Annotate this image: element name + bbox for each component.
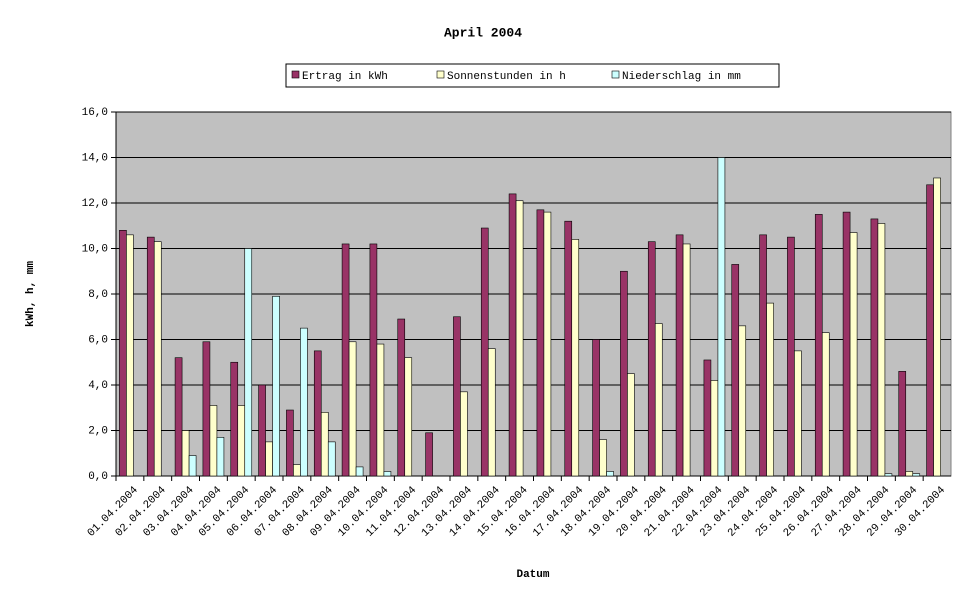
bar — [265, 441, 273, 477]
bar — [599, 439, 607, 477]
bar — [821, 332, 830, 477]
bar — [348, 341, 357, 477]
bar — [717, 157, 726, 477]
bar — [926, 184, 934, 477]
bar — [300, 327, 308, 477]
legend-swatch — [291, 70, 300, 79]
bar — [536, 209, 545, 477]
y-tick-label: 6,0 — [88, 334, 108, 346]
bar — [898, 371, 907, 477]
bar — [759, 234, 767, 477]
y-tick-label: 0,0 — [88, 471, 108, 483]
bar — [654, 323, 663, 477]
bar — [258, 384, 266, 477]
bar — [647, 241, 656, 477]
y-tick-label: 8,0 — [88, 289, 108, 301]
bar — [383, 471, 392, 477]
bar — [272, 295, 280, 477]
bar — [515, 200, 524, 477]
bar — [508, 193, 517, 477]
bar — [216, 437, 225, 477]
bar — [703, 359, 712, 477]
bar — [912, 473, 921, 477]
bar — [153, 241, 162, 477]
bar — [460, 391, 468, 477]
bar — [230, 361, 239, 477]
legend-box — [285, 63, 780, 88]
bar — [738, 325, 747, 477]
legend-label: Sonnenstunden in h — [447, 71, 566, 83]
bar — [126, 234, 134, 477]
bar — [606, 471, 614, 477]
bar — [188, 455, 197, 477]
bar — [480, 227, 489, 477]
bar — [884, 473, 893, 477]
y-tick-label: 16,0 — [82, 107, 108, 119]
bar — [543, 211, 552, 477]
bar — [174, 357, 183, 477]
bar — [355, 466, 364, 477]
bar — [202, 341, 211, 477]
bar — [675, 234, 684, 477]
bar — [237, 405, 246, 477]
bar — [286, 409, 294, 477]
bar — [369, 243, 378, 477]
bar — [327, 441, 336, 477]
bar — [341, 243, 350, 477]
bar — [627, 373, 635, 477]
bar — [787, 236, 795, 477]
bar — [682, 243, 691, 477]
legend-label: Niederschlag in mm — [622, 71, 741, 83]
bar — [181, 430, 190, 477]
bar — [592, 339, 600, 477]
bar — [870, 218, 879, 477]
bar — [209, 405, 218, 477]
bar — [814, 214, 823, 477]
chart-title: April 2004 — [444, 25, 522, 40]
bar — [397, 318, 406, 477]
bar — [425, 432, 433, 477]
bar — [849, 232, 858, 477]
bar — [766, 302, 774, 477]
bar — [842, 211, 851, 477]
bar — [571, 239, 580, 477]
legend-swatch — [611, 70, 620, 79]
bar — [453, 316, 461, 477]
bar — [293, 464, 301, 477]
bar — [794, 350, 802, 477]
bar — [146, 236, 155, 477]
legend-swatch — [436, 70, 445, 79]
bar — [877, 223, 886, 477]
bar — [564, 220, 573, 477]
bar — [244, 248, 253, 477]
x-axis-title: Datum — [516, 569, 549, 581]
bar — [313, 350, 322, 477]
y-axis-title: kWh, h, mm — [25, 261, 37, 327]
bar — [376, 343, 385, 477]
y-tick-label: 14,0 — [82, 152, 108, 164]
bar — [487, 348, 496, 477]
y-tick-label: 12,0 — [82, 198, 108, 210]
bar — [710, 380, 719, 477]
y-tick-label: 10,0 — [82, 243, 108, 255]
bar — [620, 270, 628, 477]
bar — [404, 357, 413, 477]
y-tick-label: 2,0 — [88, 425, 108, 437]
bar — [731, 264, 740, 477]
bar — [320, 411, 329, 477]
bar — [119, 230, 127, 477]
legend: Ertrag in kWh Sonnenstunden in h Niedersch… — [285, 63, 780, 88]
legend-label: Ertrag in kWh — [302, 71, 388, 83]
y-tick-label: 4,0 — [88, 380, 108, 392]
bar — [905, 471, 914, 477]
bar — [933, 177, 941, 477]
